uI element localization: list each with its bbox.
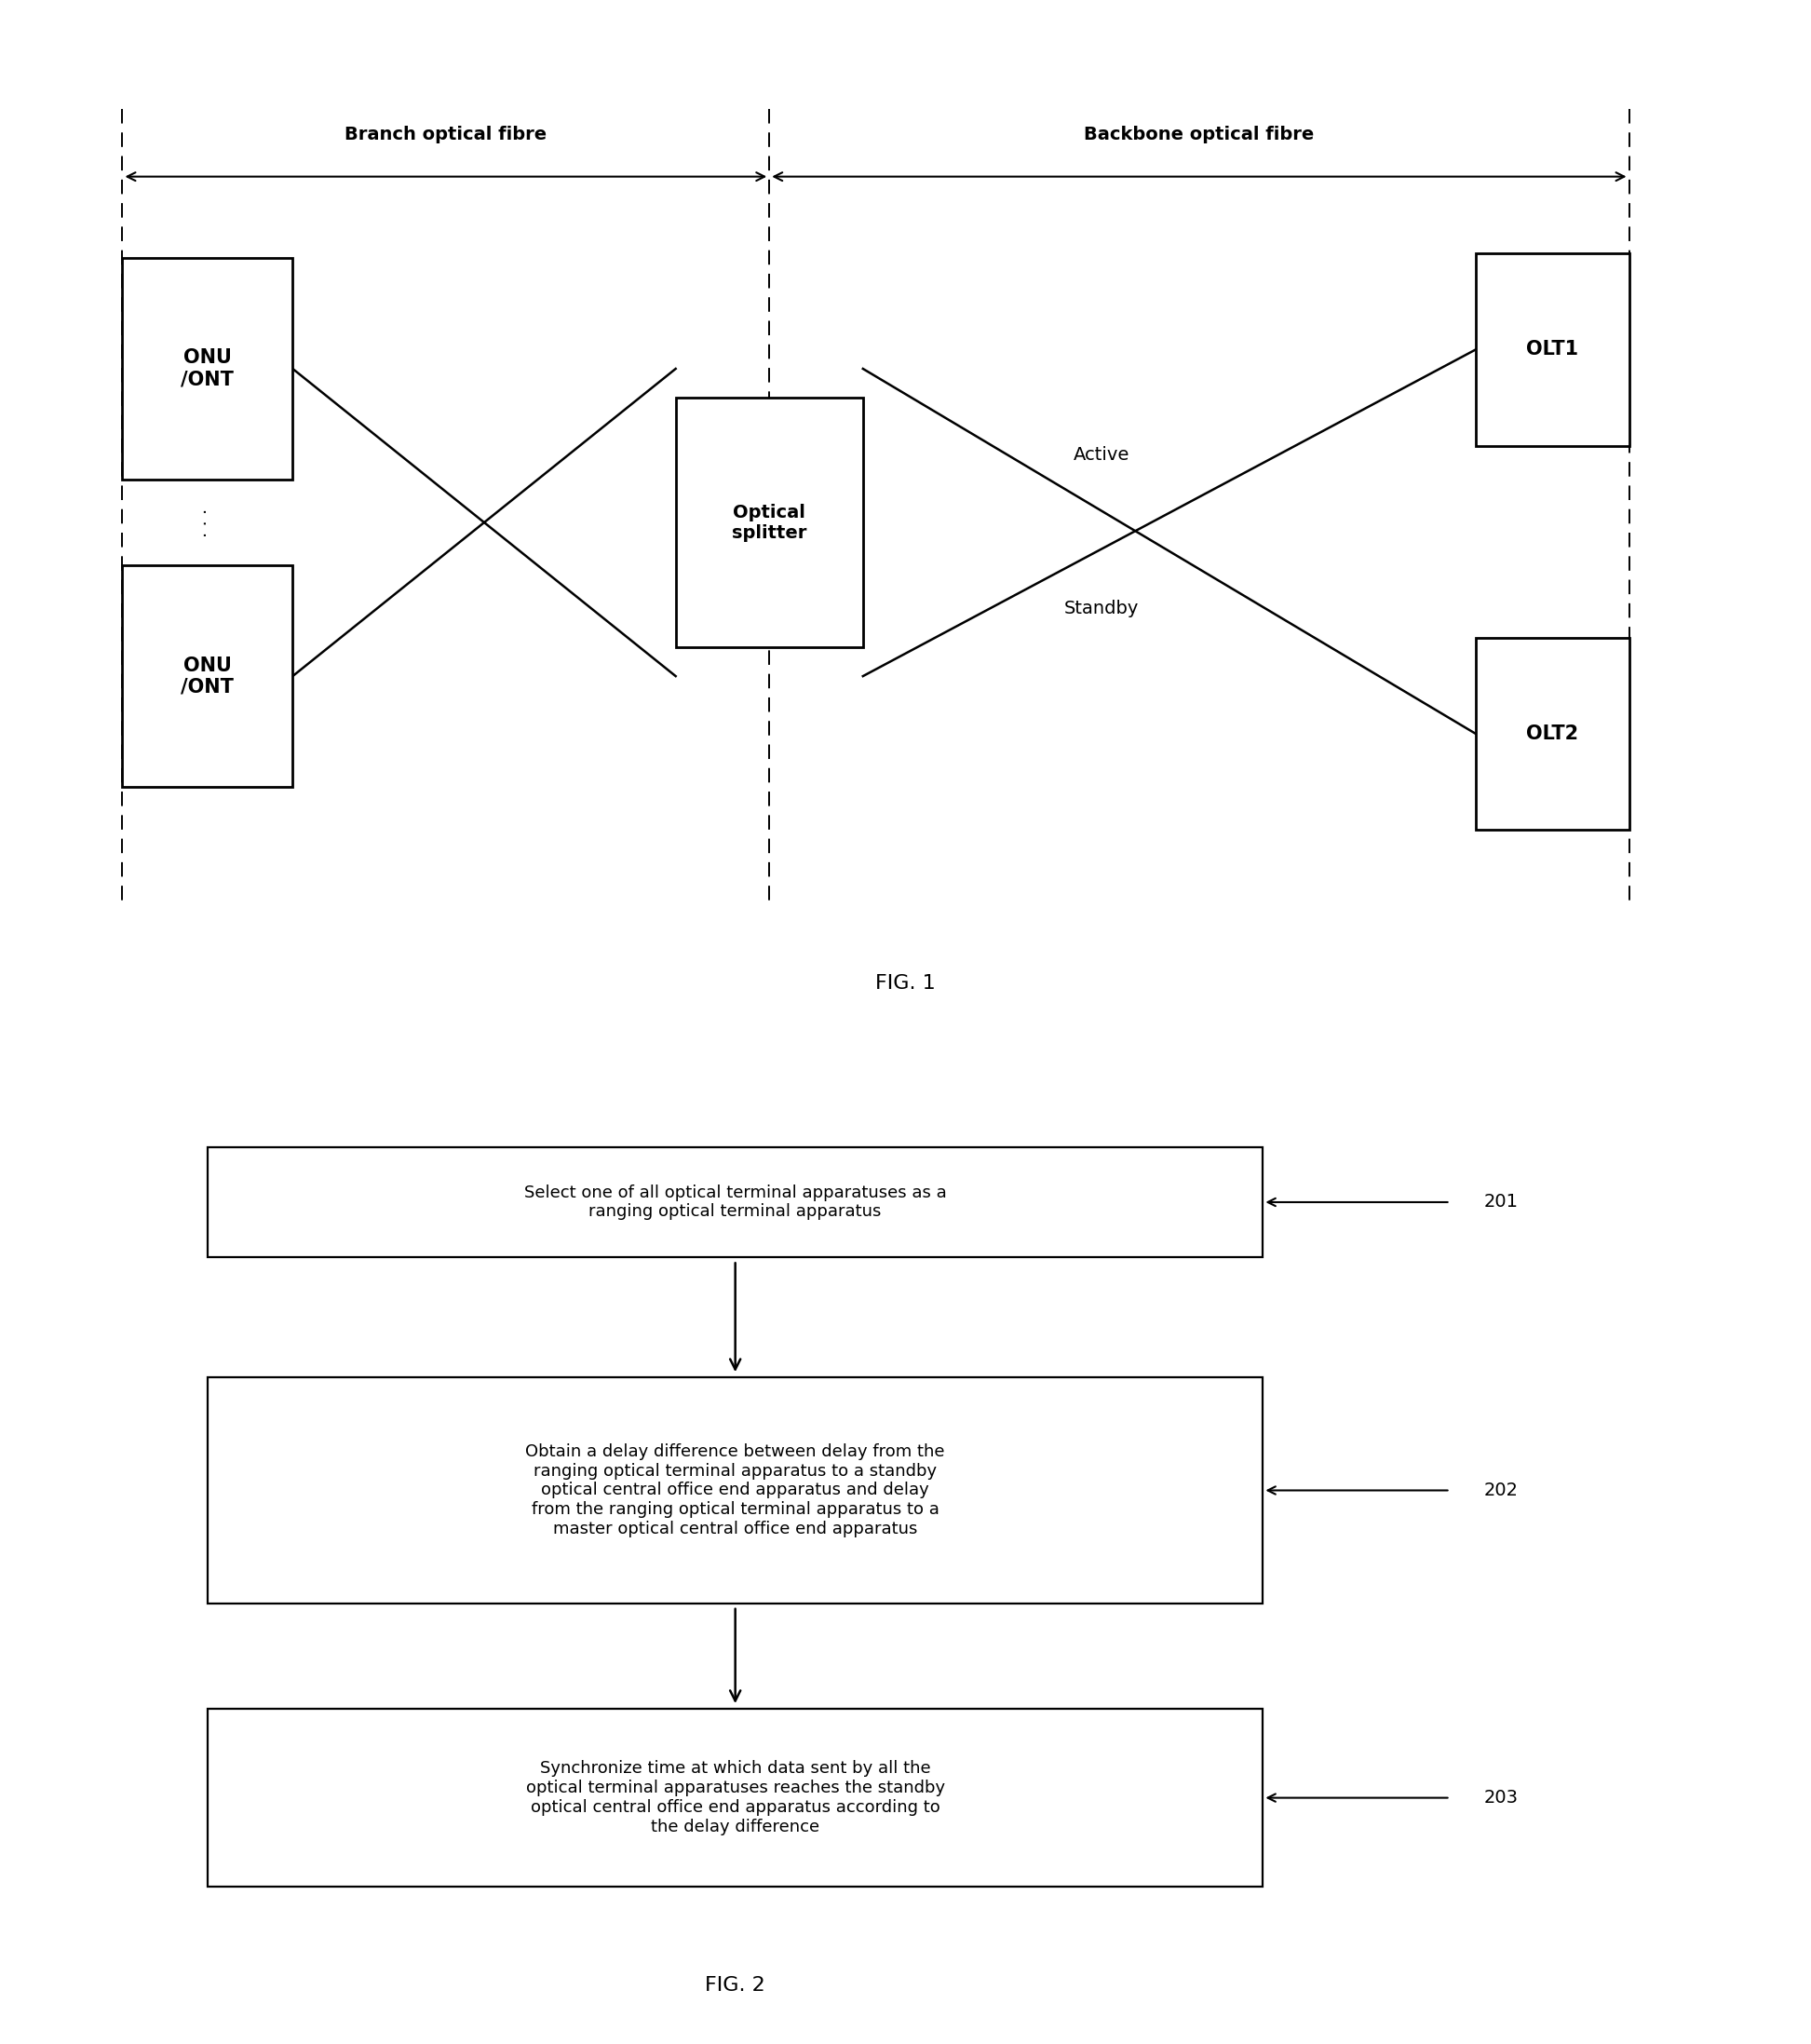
FancyBboxPatch shape: [208, 1378, 1262, 1602]
Text: 202: 202: [1485, 1482, 1519, 1498]
Text: Synchronize time at which data sent by all the
optical terminal apparatuses reac: Synchronize time at which data sent by a…: [525, 1760, 945, 1836]
FancyBboxPatch shape: [676, 397, 862, 648]
Text: Backbone optical fibre: Backbone optical fibre: [1085, 125, 1315, 143]
Text: ONU
/ONT: ONU /ONT: [181, 350, 234, 388]
FancyBboxPatch shape: [1476, 253, 1628, 446]
Text: · · ·: · · ·: [199, 507, 216, 538]
Text: OLT1: OLT1: [1527, 339, 1579, 360]
Text: FIG. 1: FIG. 1: [875, 975, 936, 993]
FancyBboxPatch shape: [1476, 638, 1628, 830]
Text: FIG. 2: FIG. 2: [704, 1977, 766, 1995]
Text: Standby: Standby: [1063, 601, 1139, 617]
FancyBboxPatch shape: [123, 566, 293, 787]
Text: Obtain a delay difference between delay from the
ranging optical terminal appara: Obtain a delay difference between delay …: [525, 1443, 945, 1537]
FancyBboxPatch shape: [208, 1709, 1262, 1887]
FancyBboxPatch shape: [123, 258, 293, 478]
Text: Active: Active: [1074, 446, 1130, 464]
FancyBboxPatch shape: [208, 1147, 1262, 1257]
Text: OLT2: OLT2: [1527, 724, 1579, 744]
Text: 203: 203: [1485, 1788, 1519, 1807]
Text: Select one of all optical terminal apparatuses as a
ranging optical terminal app: Select one of all optical terminal appar…: [523, 1183, 947, 1220]
Text: Branch optical fibre: Branch optical fibre: [344, 125, 547, 143]
Text: ONU
/ONT: ONU /ONT: [181, 656, 234, 697]
Text: Optical
splitter: Optical splitter: [732, 503, 806, 542]
Text: 201: 201: [1485, 1194, 1519, 1210]
